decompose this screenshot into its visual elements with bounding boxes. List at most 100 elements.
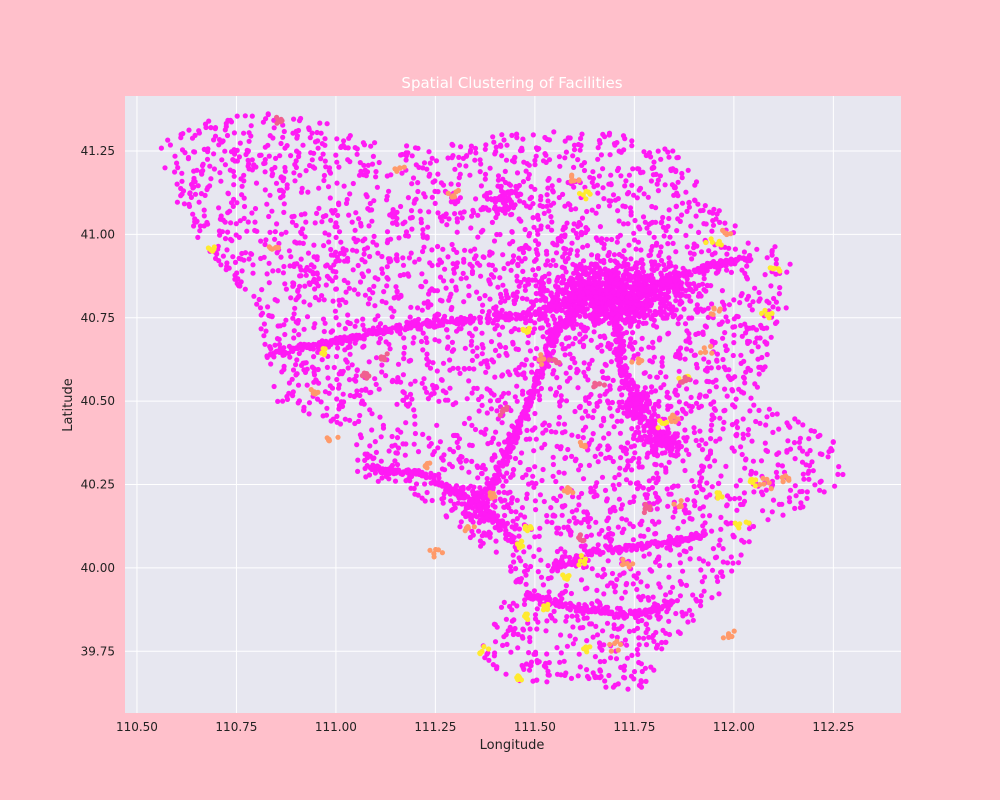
facility-point — [316, 297, 322, 303]
facility-point — [625, 462, 631, 468]
facility-point — [350, 267, 356, 273]
facility-point — [619, 392, 625, 398]
facility-point — [653, 312, 659, 318]
facility-point — [511, 298, 517, 304]
facility-point — [508, 568, 514, 574]
facility-point — [508, 188, 514, 194]
facility-point — [710, 379, 716, 385]
facility-point — [670, 514, 676, 520]
facility-point — [308, 262, 314, 268]
facility-point — [408, 208, 415, 214]
facility-point — [412, 413, 418, 419]
facility-point — [505, 206, 511, 212]
facility-point — [602, 678, 608, 684]
facility-point — [222, 148, 228, 154]
facility-point — [542, 420, 548, 426]
facility-point — [162, 165, 168, 171]
facility-point — [716, 480, 722, 486]
facility-point — [687, 556, 693, 562]
facility-point — [487, 398, 493, 404]
facility-point — [625, 458, 631, 464]
facility-point — [371, 233, 377, 239]
facility-point — [528, 194, 535, 200]
facility-point — [427, 365, 434, 371]
facility-point — [665, 241, 671, 247]
facility-point — [479, 351, 485, 357]
facility-point — [305, 189, 311, 195]
facility-point — [546, 589, 552, 595]
facility-point — [346, 285, 352, 291]
facility-point — [271, 125, 277, 131]
facility-point — [435, 243, 441, 250]
facility-point — [700, 329, 706, 335]
facility-point — [632, 217, 638, 224]
facility-point — [254, 228, 260, 234]
facility-point — [315, 366, 321, 373]
facility-point — [589, 285, 595, 292]
facility-point — [381, 289, 387, 295]
facility-point — [436, 338, 442, 344]
facility-point — [458, 326, 464, 332]
facility-point — [581, 279, 588, 285]
facility-point — [541, 498, 547, 505]
facility-point — [691, 425, 697, 431]
facility-point — [412, 197, 418, 204]
facility-point — [614, 271, 621, 278]
facility-point — [773, 256, 779, 262]
facility-point — [716, 591, 722, 597]
facility-point — [524, 491, 530, 497]
facility-point — [688, 394, 694, 400]
facility-point — [740, 374, 747, 380]
facility-point — [528, 184, 534, 190]
facility-point — [572, 360, 578, 366]
facility-point — [671, 192, 677, 198]
facility-point — [388, 305, 394, 311]
facility-point — [581, 167, 588, 174]
facility-point — [230, 254, 236, 260]
facility-point — [536, 533, 542, 540]
facility-point — [258, 312, 264, 318]
facility-point — [330, 298, 336, 304]
facility-point — [550, 454, 556, 460]
facility-point — [546, 208, 552, 214]
facility-point — [488, 272, 495, 278]
facility-point — [365, 268, 372, 274]
facility-point — [282, 281, 288, 287]
facility-point — [702, 203, 708, 209]
facility-point — [663, 639, 669, 645]
facility-point — [787, 446, 794, 452]
facility-point — [395, 361, 402, 367]
facility-point — [443, 285, 449, 291]
facility-point — [296, 293, 302, 299]
facility-point — [561, 470, 567, 476]
facility-point — [217, 232, 223, 238]
facility-point — [724, 267, 730, 273]
facility-point — [232, 259, 239, 265]
facility-point — [699, 447, 706, 453]
facility-point — [241, 215, 247, 221]
facility-point — [316, 205, 322, 211]
facility-point — [621, 248, 627, 254]
facility-point — [740, 416, 746, 422]
facility-point — [826, 449, 832, 455]
facility-point — [770, 304, 776, 310]
facility-point — [722, 343, 729, 349]
facility-point — [770, 497, 777, 503]
facility-point — [502, 400, 508, 406]
facility-point — [801, 476, 807, 482]
facility-point — [228, 220, 234, 226]
facility-point — [258, 326, 264, 332]
facility-point — [473, 150, 479, 156]
facility-point — [599, 368, 605, 375]
facility-point — [280, 270, 286, 276]
facility-point — [491, 621, 497, 627]
facility-point — [394, 401, 400, 407]
facility-point — [660, 298, 667, 304]
facility-point — [426, 435, 432, 441]
facility-point — [276, 240, 282, 247]
facility-point — [415, 305, 421, 311]
facility-point — [296, 350, 302, 357]
facility-point — [293, 222, 299, 229]
facility-point — [422, 481, 428, 487]
facility-point — [191, 168, 197, 174]
